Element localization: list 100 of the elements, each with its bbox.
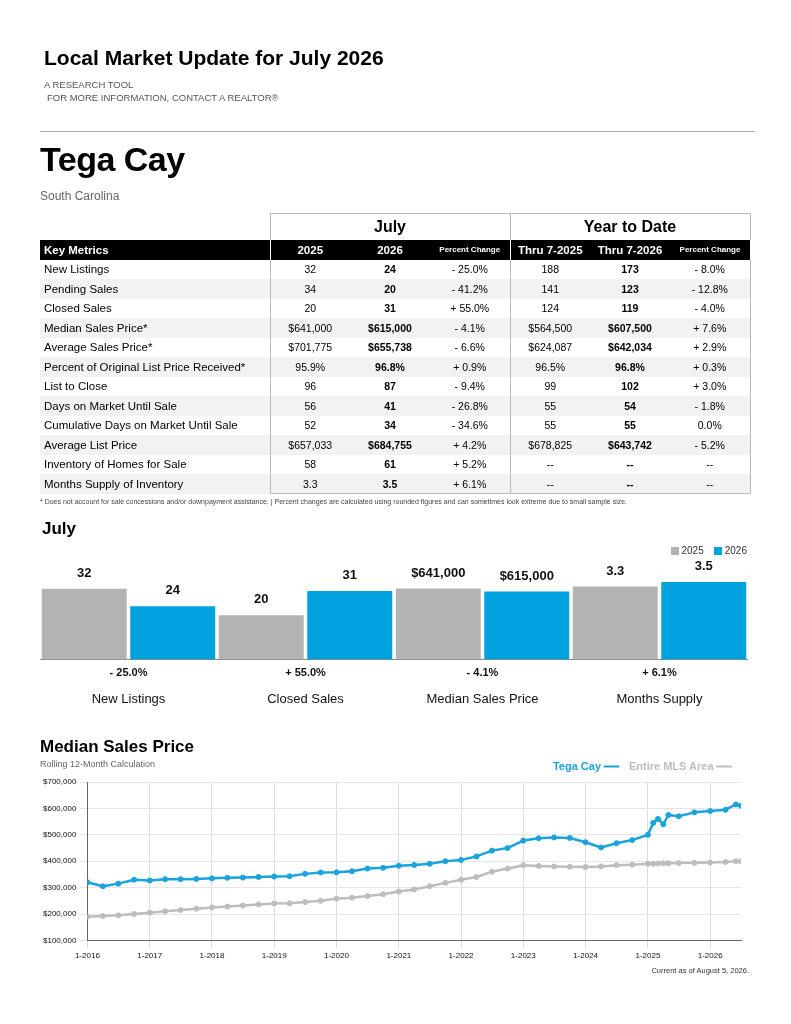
text: - 4.1% bbox=[454, 321, 485, 334]
text: - 1.8% bbox=[694, 399, 725, 412]
text: $641,000 bbox=[288, 321, 333, 334]
y-tick-label: $500,000 bbox=[42, 830, 77, 839]
text: 3.5 bbox=[382, 477, 398, 490]
text: $657,033 bbox=[288, 438, 333, 451]
text: 96.8% bbox=[615, 360, 645, 373]
text: 58 bbox=[304, 458, 317, 471]
text: 87 bbox=[384, 380, 396, 393]
text: 102 bbox=[621, 380, 639, 393]
text: - 9.4% bbox=[454, 380, 485, 393]
category-label: Percent Change bbox=[430, 239, 510, 260]
y-tick-label: $600,000 bbox=[42, 803, 77, 813]
text: + 0.3% bbox=[693, 360, 727, 373]
category-label: 2026 bbox=[724, 545, 747, 556]
category-label: New Listings bbox=[44, 263, 110, 276]
category-label: Average List Price bbox=[44, 438, 138, 451]
chart-subtitle: Rolling 12-Month Calculation bbox=[40, 759, 156, 769]
text: + 7.6% bbox=[693, 321, 727, 334]
y-tick-label: $700,000 bbox=[42, 777, 77, 787]
text: 96 bbox=[304, 380, 317, 393]
text: A RESEARCH TOOL bbox=[44, 78, 135, 91]
text: -- bbox=[546, 458, 554, 471]
x-axis-title: New Listings bbox=[91, 690, 166, 706]
text: - 25.0% bbox=[451, 263, 488, 276]
category-label: List to Close bbox=[44, 380, 108, 393]
text: South Carolina bbox=[40, 189, 121, 203]
y-tick-label: $300,000 bbox=[42, 882, 77, 892]
x-tick-label: 1-2024 bbox=[573, 951, 599, 961]
text: 61 bbox=[384, 458, 396, 471]
x-tick-label: 1-2021 bbox=[386, 951, 412, 961]
category-label: Percent Change bbox=[670, 239, 750, 260]
text: $643,742 bbox=[608, 438, 652, 451]
text: 3.3 bbox=[302, 477, 318, 490]
category-label: Days on Market Until Sale bbox=[44, 399, 177, 412]
text: FOR MORE INFORMATION, CONTACT A REALTOR® bbox=[46, 91, 280, 104]
text: $678,825 bbox=[528, 438, 573, 451]
text: + 3.0% bbox=[693, 380, 727, 393]
text: 56 bbox=[304, 399, 317, 412]
text: 34 bbox=[384, 419, 396, 432]
data-label: 31 bbox=[342, 566, 357, 582]
text: $615,000 bbox=[368, 321, 412, 334]
text: -- bbox=[706, 477, 714, 490]
text: - 25.0% bbox=[109, 665, 148, 678]
text: 55 bbox=[624, 419, 636, 432]
text: 24 bbox=[384, 263, 396, 276]
text: - 4.0% bbox=[694, 302, 725, 315]
text: - 4.1% bbox=[466, 665, 499, 678]
text: - 5.2% bbox=[694, 438, 725, 451]
legend-label: Tega Cay bbox=[552, 759, 602, 772]
text: -- bbox=[626, 477, 634, 490]
text: 124 bbox=[541, 302, 560, 315]
data-label: 32 bbox=[77, 564, 92, 580]
text: 188 bbox=[541, 263, 560, 276]
category-label: Closed Sales bbox=[44, 302, 112, 315]
x-tick-label: 1-2016 bbox=[74, 951, 101, 961]
y-tick-label: $400,000 bbox=[42, 856, 77, 866]
x-tick-label: 1-2019 bbox=[261, 951, 288, 961]
data-label: 20 bbox=[254, 591, 269, 607]
x-axis-title: Closed Sales bbox=[267, 690, 345, 706]
text: + 4.2% bbox=[453, 438, 487, 451]
text: Year to Date bbox=[510, 213, 750, 240]
text: 31 bbox=[384, 302, 396, 315]
text: 52 bbox=[304, 419, 317, 432]
category-label: Months Supply of Inventory bbox=[44, 477, 184, 490]
x-tick-label: 1-2020 bbox=[323, 951, 350, 961]
x-tick-label: 1-2022 bbox=[448, 951, 475, 961]
text: 96.5% bbox=[535, 360, 566, 373]
text: July bbox=[270, 213, 510, 240]
text: $564,500 bbox=[528, 321, 573, 334]
data-label: $615,000 bbox=[499, 567, 554, 583]
text: -- bbox=[546, 477, 554, 490]
text: 55 bbox=[544, 399, 557, 412]
category-label: 2025 bbox=[681, 545, 704, 556]
text: 20 bbox=[384, 282, 396, 295]
text: + 2.9% bbox=[693, 341, 727, 354]
text: 123 bbox=[621, 282, 639, 295]
text: - 6.6% bbox=[454, 341, 485, 354]
text: $607,500 bbox=[608, 321, 652, 334]
text: + 55.0% bbox=[450, 302, 490, 315]
text: 32 bbox=[304, 263, 317, 276]
category-label: Inventory of Homes for Sale bbox=[44, 458, 187, 471]
text: 95.9% bbox=[295, 360, 326, 373]
text: -- bbox=[626, 458, 634, 471]
text: + 5.2% bbox=[453, 458, 487, 471]
chart-title: Median Sales Price bbox=[40, 737, 196, 757]
category-label: Cumulative Days on Market Until Sale bbox=[44, 419, 238, 432]
data-label: 3.5 bbox=[694, 558, 713, 574]
text: 96.8% bbox=[375, 360, 405, 373]
text: 55 bbox=[544, 419, 557, 432]
x-tick-label: 1-2017 bbox=[137, 951, 163, 961]
text: + 6.1% bbox=[453, 477, 487, 490]
text: Key Metrics bbox=[40, 239, 270, 260]
data-label: 24 bbox=[165, 582, 181, 598]
text: - 12.8% bbox=[691, 282, 728, 295]
category-label: Thru 7-2025 bbox=[510, 239, 590, 260]
text: 173 bbox=[621, 263, 639, 276]
category-label: Percent of Original List Price Received* bbox=[44, 360, 246, 373]
data-label: 3.3 bbox=[606, 562, 625, 578]
legend-label: Entire MLS Area bbox=[628, 759, 715, 772]
